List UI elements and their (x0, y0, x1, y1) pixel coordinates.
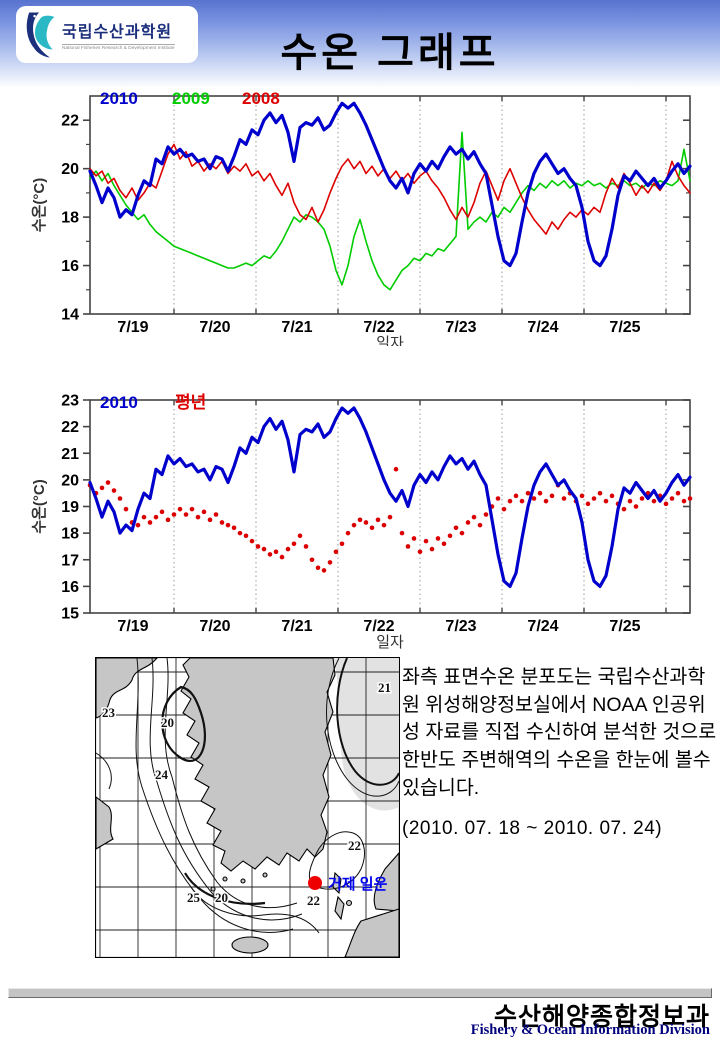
svg-text:23: 23 (61, 393, 79, 410)
svg-text:22: 22 (61, 419, 79, 436)
map-isotherms (95, 657, 400, 934)
date-range: (2010. 07. 18 ~ 2010. 07. 24) (402, 818, 663, 840)
svg-text:22: 22 (307, 893, 320, 908)
svg-text:18: 18 (61, 210, 79, 227)
svg-text:21: 21 (61, 446, 79, 463)
svg-text:20: 20 (215, 890, 228, 905)
page-header: 국립수산과학원 National Fisheries Research & De… (0, 0, 720, 88)
svg-text:2009: 2009 (172, 89, 210, 108)
svg-text:15: 15 (61, 606, 79, 623)
page-title: 수온 그래프 (280, 31, 500, 75)
institute-name-english: National Fisheries Research & Developmen… (62, 44, 175, 51)
svg-text:거제 일운: 거제 일운 (328, 876, 388, 893)
svg-text:7/21: 7/21 (281, 319, 312, 336)
svg-text:7/19: 7/19 (117, 618, 148, 635)
map-description: 좌측 표면수온 분포도는 국립수산과학원 위성해양정보실에서 NOAA 인공위성… (402, 664, 718, 840)
chart-sst-three-years: 14 16 18 20 22 7/19 7/20 7/21 7/22 7/23 7/24 7/25 일자… (31, 89, 692, 346)
svg-text:7/22: 7/22 (363, 319, 394, 336)
chart-sst-vs-normal: 15 16 17 18 19 20 21 22 23 7/19 7/20 7/21 7/22 7/23 7/… (31, 393, 693, 650)
division-name-english: Fishery & Ocean Information Division (470, 1022, 710, 1038)
svg-text:22: 22 (348, 838, 361, 853)
svg-text:7/25: 7/25 (609, 319, 640, 336)
svg-text:7/21: 7/21 (281, 618, 312, 635)
svg-text:19: 19 (61, 499, 79, 516)
svg-text:14: 14 (61, 307, 79, 324)
svg-text:20: 20 (161, 715, 174, 730)
svg-text:일자: 일자 (376, 634, 404, 650)
institute-logo: 국립수산과학원 National Fisheries Research & De… (16, 6, 198, 63)
description-text: 좌측 표면수온 분포도는 국립수산과학원 위성해양정보실에서 NOAA 인공위성… (402, 666, 717, 799)
svg-text:평년: 평년 (175, 393, 206, 412)
svg-text:7/23: 7/23 (445, 618, 476, 635)
fish-logo-icon (26, 12, 55, 57)
contour-labels: 21 20 23 24 25 20 22 22 (101, 679, 393, 910)
svg-text:7/23: 7/23 (445, 319, 476, 336)
svg-text:25: 25 (187, 890, 201, 905)
svg-text:17: 17 (61, 552, 79, 569)
svg-text:수온(°C): 수온(°C) (31, 479, 48, 533)
footer-divider-bar (8, 988, 712, 998)
svg-text:7/22: 7/22 (363, 618, 394, 635)
svg-text:23: 23 (102, 705, 116, 720)
sst-contour-map: 21 20 23 24 25 20 22 22 거제 일운 (95, 657, 400, 958)
svg-text:18: 18 (61, 526, 79, 543)
svg-text:20: 20 (61, 161, 79, 178)
svg-text:20: 20 (61, 472, 79, 489)
svg-text:22: 22 (61, 113, 79, 130)
division-name-korean: 수산해양종합정보과 (493, 1003, 710, 1031)
map-land (95, 657, 400, 958)
svg-text:16: 16 (61, 579, 79, 596)
svg-text:2010: 2010 (100, 89, 138, 108)
svg-text:2008: 2008 (242, 89, 280, 108)
svg-text:16: 16 (61, 258, 79, 275)
svg-text:일자: 일자 (376, 335, 404, 346)
svg-text:7/24: 7/24 (527, 618, 558, 635)
svg-text:24: 24 (155, 767, 169, 782)
svg-text:수온(°C): 수온(°C) (31, 178, 48, 232)
svg-text:21: 21 (378, 680, 391, 695)
svg-text:7/20: 7/20 (199, 618, 230, 635)
station-marker: 거제 일운 (308, 876, 388, 893)
svg-text:2010: 2010 (100, 393, 138, 412)
svg-text:7/20: 7/20 (199, 319, 230, 336)
svg-text:7/24: 7/24 (527, 319, 558, 336)
svg-text:7/25: 7/25 (609, 618, 640, 635)
institute-name-korean: 국립수산과학원 (62, 24, 173, 41)
svg-text:7/19: 7/19 (117, 319, 148, 336)
